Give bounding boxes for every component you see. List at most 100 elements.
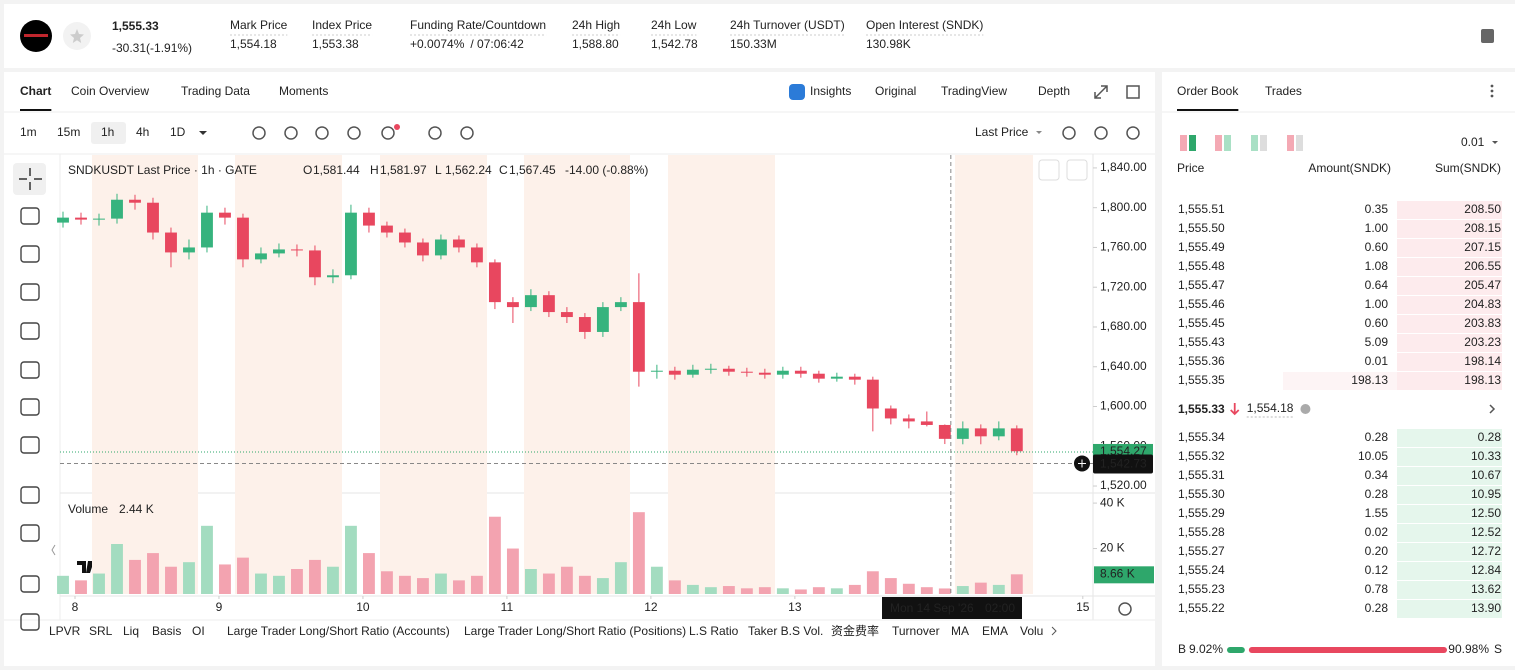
depth-bar (1397, 429, 1502, 447)
tool-icon[interactable] (347, 126, 361, 140)
layout-icon[interactable] (1287, 135, 1294, 151)
tab[interactable]: Trading Data (181, 84, 250, 98)
indicator[interactable]: Turnover (892, 624, 940, 638)
ob-amount: 0.60 (1365, 240, 1389, 254)
layout-icon[interactable] (1251, 135, 1258, 151)
layout-icon[interactable] (1180, 135, 1187, 151)
stat-label: 24h Turnover (USDT) (730, 18, 845, 32)
volume-bar (309, 559, 321, 594)
layout-icon[interactable] (1296, 135, 1303, 151)
menu-dot[interactable] (1490, 89, 1494, 93)
y-tick-label: 1,800.00 (1100, 200, 1147, 214)
price: 1,555.33 (112, 19, 159, 33)
tool-icon[interactable] (20, 436, 40, 454)
tool-icon[interactable] (315, 126, 329, 140)
session-band (955, 155, 1033, 594)
indicator[interactable]: 资金费率 (831, 623, 879, 638)
indicator[interactable]: MA (951, 624, 969, 638)
dropdown-icon[interactable] (199, 131, 207, 135)
tab[interactable]: Chart (20, 84, 51, 98)
more-arrow[interactable] (1051, 626, 1057, 636)
layout-icon[interactable] (1189, 135, 1196, 151)
depth-bar (1397, 600, 1502, 618)
volume-bar (920, 587, 933, 594)
candle-body (992, 428, 1005, 437)
indicator[interactable]: LPVR (49, 624, 81, 638)
view-tab[interactable]: TradingView (941, 84, 1007, 98)
layout-icon[interactable] (1215, 135, 1222, 151)
view-tab[interactable]: Depth (1038, 84, 1070, 98)
view-tab[interactable]: Insights (810, 84, 851, 98)
tool-icon[interactable] (1062, 126, 1076, 140)
indicator[interactable]: Liq (123, 624, 139, 638)
expand-icon[interactable] (1094, 85, 1108, 99)
col-header: Sum(SNDK) (1435, 161, 1501, 175)
interval[interactable]: 4h (136, 125, 149, 139)
indicator[interactable]: OI (192, 624, 205, 638)
stat-value: 1,588.80 (572, 37, 619, 51)
indicator[interactable]: EMA (982, 624, 1008, 638)
indicator[interactable]: L.S Ratio (689, 624, 739, 638)
tool-icon[interactable] (252, 126, 266, 140)
indicator[interactable]: Basis (152, 624, 181, 638)
tool-icon[interactable] (20, 486, 40, 504)
candle-body (578, 317, 591, 332)
ob-tab[interactable]: Order Book (1177, 84, 1239, 98)
tool-icon[interactable] (20, 613, 40, 631)
tool-icon[interactable] (1094, 126, 1108, 140)
window-icon[interactable] (1126, 85, 1140, 99)
indicator[interactable]: Volu (1020, 624, 1043, 638)
tool-icon[interactable] (20, 361, 40, 379)
view-tab[interactable]: Original (875, 84, 916, 98)
volume-name: Volume (68, 502, 108, 516)
indicator[interactable]: Large Trader Long/Short Ratio (Accounts) (227, 624, 450, 638)
pane-control[interactable] (1066, 159, 1088, 181)
indicator[interactable]: SRL (89, 624, 113, 638)
tool-icon[interactable] (20, 245, 40, 263)
volume-bar (884, 578, 897, 594)
depth-bar (1397, 239, 1502, 257)
tool-icon[interactable] (20, 575, 40, 593)
candle-body (416, 242, 429, 256)
depth-bar (1397, 448, 1502, 466)
more-arrow[interactable] (1489, 404, 1496, 414)
tool-icon[interactable] (284, 126, 298, 140)
tool-icon[interactable] (20, 322, 40, 340)
crosshair-tool[interactable] (19, 168, 42, 190)
tool-icon[interactable] (381, 126, 395, 140)
tool-icon[interactable] (20, 524, 40, 542)
precision[interactable]: 0.01 (1461, 135, 1485, 149)
logo-mark (24, 34, 48, 37)
tool-icon[interactable] (460, 126, 474, 140)
price-source[interactable]: Last Price (975, 125, 1029, 139)
ob-tab[interactable]: Trades (1265, 84, 1302, 98)
pane-control[interactable] (1038, 159, 1060, 181)
tool-icon[interactable] (1126, 126, 1140, 140)
star-icon (70, 29, 84, 43)
stat-label: Open Interest (SNDK) (866, 18, 983, 32)
layout-icon[interactable] (1260, 135, 1267, 151)
menu-dot[interactable] (1490, 84, 1494, 88)
layout-icon[interactable] (1224, 135, 1231, 151)
interval[interactable]: 15m (57, 125, 80, 139)
settings-icon[interactable] (1118, 602, 1132, 616)
candle-body (488, 262, 501, 303)
panel-icon[interactable] (1481, 29, 1494, 43)
collapse-icon[interactable] (51, 544, 56, 556)
interval[interactable]: 1h (101, 125, 114, 139)
depth-bar (1283, 372, 1397, 390)
tool-icon[interactable] (20, 283, 40, 301)
tab[interactable]: Coin Overview (71, 84, 149, 98)
volume-bar (57, 575, 69, 594)
tool-icon[interactable] (20, 207, 40, 225)
tool-icon[interactable] (428, 126, 442, 140)
interval[interactable]: 1m (20, 125, 37, 139)
volume-bar (380, 571, 393, 594)
tab[interactable]: Moments (279, 84, 328, 98)
interval[interactable]: 1D (170, 125, 186, 139)
indicator[interactable]: Taker B.S Vol. (748, 624, 823, 638)
indicator[interactable]: Large Trader Long/Short Ratio (Positions… (464, 624, 686, 638)
depth-bar (1397, 562, 1502, 580)
tool-icon[interactable] (20, 398, 40, 416)
menu-dot[interactable] (1490, 94, 1494, 98)
